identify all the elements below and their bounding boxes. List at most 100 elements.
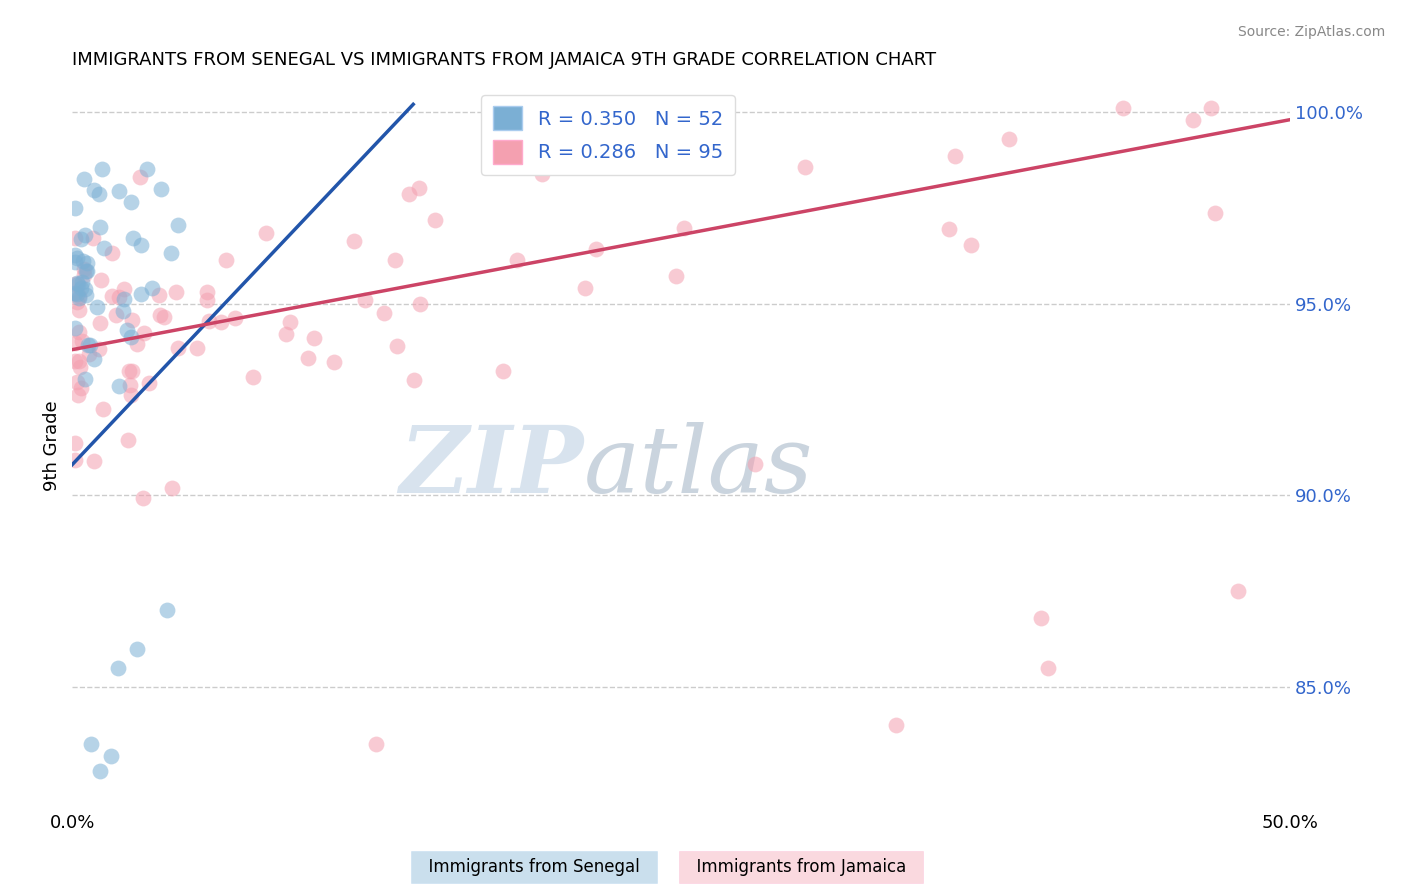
Point [108, 184, 131, 198]
Point [112, 282, 135, 296]
Point [1181, 112, 1204, 127]
Point [89, 342, 111, 356]
Point [148, 287, 170, 301]
Point [90, 162, 112, 177]
Point [678, 123, 700, 137]
Point [93, 402, 115, 417]
Point [89, 187, 111, 202]
Point [209, 315, 232, 329]
Point [89, 316, 111, 330]
Point [86, 300, 108, 314]
Point [67, 354, 90, 368]
Legend: R = 0.350   N = 52, R = 0.286   N = 95: R = 0.350 N = 52, R = 0.286 N = 95 [481, 95, 735, 175]
Point [574, 280, 596, 294]
Point [1226, 584, 1249, 599]
Point [492, 364, 515, 378]
Point [506, 252, 529, 267]
Point [79, 338, 101, 352]
Point [67, 387, 90, 401]
Point [197, 314, 219, 328]
Point [125, 641, 148, 656]
Text: Immigrants from Jamaica: Immigrants from Jamaica [686, 858, 917, 876]
Text: Source: ZipAtlas.com: Source: ZipAtlas.com [1237, 25, 1385, 39]
Point [404, 373, 426, 387]
Point [121, 231, 143, 245]
Point [83, 183, 105, 197]
Point [63, 277, 86, 291]
Point [75, 264, 97, 278]
Point [63, 452, 86, 467]
Point [149, 182, 172, 196]
Point [69, 360, 91, 375]
Point [138, 376, 160, 390]
Point [72, 254, 94, 268]
Point [76, 263, 98, 277]
Point [66, 376, 89, 390]
Point [67, 325, 90, 339]
Point [120, 330, 142, 344]
Point [744, 457, 766, 471]
Point [1204, 205, 1226, 219]
Point [242, 370, 264, 384]
Point [135, 162, 157, 177]
Point [322, 355, 344, 369]
Point [384, 252, 406, 267]
Point [83, 453, 105, 467]
Point [120, 388, 142, 402]
Point [408, 181, 430, 195]
Point [117, 433, 139, 447]
Point [1038, 661, 1060, 675]
Point [943, 149, 966, 163]
Point [673, 220, 696, 235]
Point [186, 342, 208, 356]
Point [100, 246, 122, 260]
Point [70, 281, 93, 295]
Point [90, 273, 112, 287]
Point [398, 187, 420, 202]
Point [121, 363, 143, 377]
Point [66, 287, 89, 301]
Point [160, 246, 183, 260]
Point [73, 282, 96, 296]
Point [63, 248, 86, 262]
Point [120, 377, 142, 392]
Point [884, 718, 907, 732]
Point [76, 256, 98, 270]
Point [409, 297, 432, 311]
Point [77, 346, 100, 360]
Point [115, 323, 138, 337]
Point [129, 287, 152, 301]
Point [278, 315, 301, 329]
Point [70, 232, 93, 246]
Point [650, 120, 672, 135]
Point [83, 352, 105, 367]
Point [89, 764, 111, 779]
Point [107, 290, 129, 304]
Point [66, 295, 89, 310]
Point [998, 132, 1021, 146]
Point [100, 748, 122, 763]
Point [125, 336, 148, 351]
Point [531, 167, 554, 181]
Point [160, 481, 183, 495]
Point [302, 331, 325, 345]
Point [107, 661, 129, 675]
Y-axis label: 9th Grade: 9th Grade [44, 401, 60, 491]
Point [112, 303, 135, 318]
Point [354, 293, 377, 307]
Point [73, 261, 96, 276]
Point [167, 341, 190, 355]
Point [67, 291, 90, 305]
Point [167, 219, 190, 233]
Point [1031, 611, 1053, 625]
Point [75, 227, 97, 242]
Point [129, 170, 152, 185]
Point [63, 286, 86, 301]
Point [63, 231, 86, 245]
Point [343, 234, 366, 248]
Point [63, 255, 86, 269]
Point [156, 603, 179, 617]
Point [75, 287, 97, 301]
Point [373, 306, 395, 320]
Point [104, 308, 127, 322]
